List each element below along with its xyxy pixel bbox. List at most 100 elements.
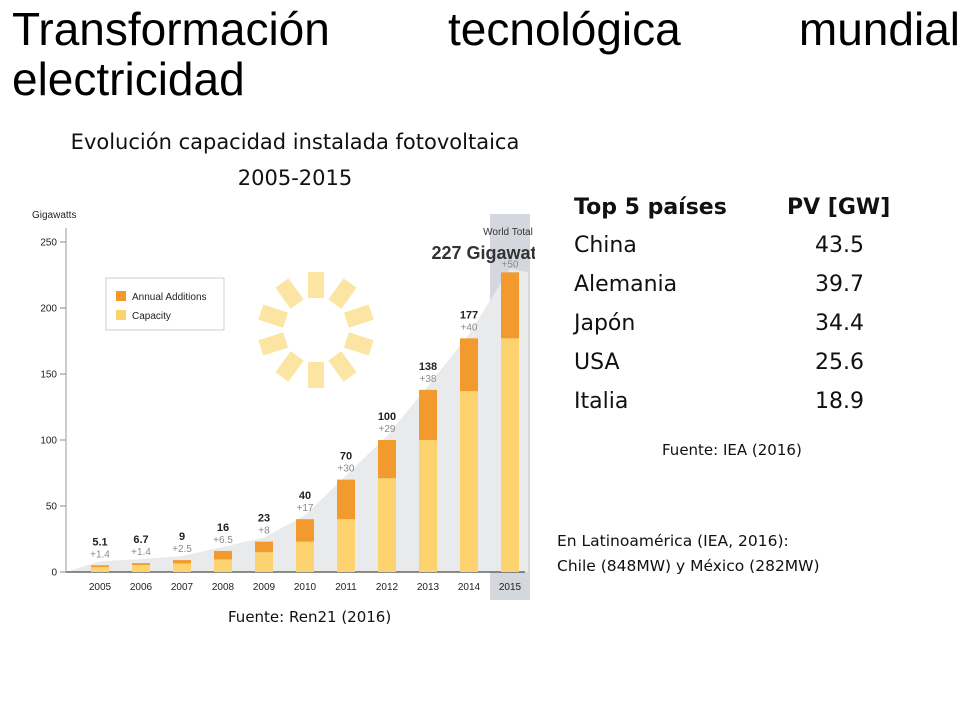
addition-data-label: +6.5 (213, 535, 233, 546)
sun-icon (258, 272, 374, 388)
legend-label-additions: Annual Additions (132, 292, 207, 303)
total-data-label: 6.7 (133, 534, 148, 546)
capacity-bar (173, 563, 191, 572)
x-tick-label: 2007 (171, 582, 194, 593)
pv-capacity-chart: Gigawatts05010015020025020055.1+1.420066… (32, 210, 535, 600)
chart-source-caption: Fuente: Ren21 (2016) (228, 608, 392, 626)
country-cell: China (574, 233, 637, 258)
chart-subtitle-line1: Evolución capacidad instalada fotovoltai… (70, 130, 520, 154)
x-tick-label: 2011 (335, 582, 357, 593)
addition-data-label: +1.4 (90, 549, 110, 560)
country-cell: Italia (574, 389, 629, 414)
y-tick-label: 200 (40, 304, 57, 315)
x-tick-label: 2014 (458, 582, 481, 593)
sun-ray (308, 362, 324, 388)
total-data-label: 16 (217, 522, 229, 534)
slide-title-line2: electricidad (12, 53, 245, 105)
pv-cell: 34.4 (815, 311, 864, 336)
table-row: Alemania 39.7 (574, 265, 915, 304)
table-row: USA 25.6 (574, 343, 915, 382)
latam-note: En Latinoamérica (IEA, 2016): Chile (848… (557, 529, 820, 579)
world-total-value: 227 Gigawatts (431, 243, 535, 263)
sun-ray (328, 351, 357, 382)
pv-cell: 43.5 (815, 233, 864, 258)
capacity-bar (132, 565, 150, 572)
x-tick-label: 2010 (294, 582, 317, 593)
additions-bar (460, 338, 478, 392)
sun-ray (343, 332, 374, 356)
total-data-label: 40 (299, 490, 311, 502)
legend-label-capacity: Capacity (132, 311, 171, 322)
country-cell: Alemania (574, 272, 678, 297)
addition-data-label: +2.5 (172, 544, 192, 555)
addition-data-label: +1.4 (131, 547, 151, 558)
additions-bar (501, 272, 519, 339)
chart-subtitle: Evolución capacidad instalada fotovoltai… (10, 124, 580, 196)
sun-ray (258, 304, 289, 328)
capacity-bar (419, 440, 437, 572)
sun-ray (275, 351, 304, 382)
slide-title: Transformación tecnológica mundial elect… (12, 4, 960, 104)
total-data-label: 5.1 (92, 536, 107, 548)
addition-data-label: +38 (420, 374, 437, 385)
additions-bar (419, 389, 437, 440)
y-tick-label: 100 (40, 436, 57, 447)
x-tick-label: 2005 (89, 582, 112, 593)
table-row: Japón 34.4 (574, 304, 915, 343)
addition-data-label: +30 (338, 464, 355, 475)
slide-title-line1: Transformación tecnológica mundial (12, 3, 960, 55)
total-data-label: 100 (378, 411, 396, 423)
y-tick-label: 250 (40, 238, 57, 249)
capacity-bar (91, 567, 109, 572)
pv-cell: 18.9 (815, 389, 864, 414)
capacity-bar (296, 541, 314, 572)
y-axis-unit-label: Gigawatts (32, 210, 76, 221)
iea-source-caption: Fuente: IEA (2016) (662, 441, 802, 459)
pv-cell: 39.7 (815, 272, 864, 297)
country-cell: Japón (574, 311, 636, 336)
sun-ray (343, 304, 374, 328)
additions-bar (132, 563, 150, 566)
total-data-label: 138 (419, 361, 437, 373)
additions-bar (337, 479, 355, 520)
chart-subtitle-line2: 2005-2015 (237, 166, 353, 190)
growth-area (66, 268, 528, 572)
y-tick-label: 150 (40, 370, 57, 381)
additions-bar (296, 519, 314, 542)
top5-countries-table: Top 5 países PV [GW] China 43.5 Alemania… (574, 188, 915, 421)
sun-ray (328, 278, 357, 309)
additions-bar (173, 560, 191, 564)
latam-note-line1: En Latinoamérica (IEA, 2016): (557, 532, 789, 550)
addition-data-label: +50 (502, 259, 519, 270)
capacity-bar (337, 519, 355, 572)
capacity-bar (460, 391, 478, 572)
table-row: Italia 18.9 (574, 382, 915, 421)
additions-bar (214, 550, 232, 560)
total-data-label: 70 (340, 451, 352, 463)
top5-header-country: Top 5 países (574, 194, 727, 220)
sun-ray (275, 278, 304, 309)
legend-box (105, 277, 225, 331)
top5-header-pv: PV [GW] (787, 194, 891, 220)
total-data-label: 177 (460, 309, 478, 321)
addition-data-label: +40 (461, 322, 478, 333)
sun-ray (258, 332, 289, 356)
country-cell: USA (574, 350, 620, 375)
capacity-bar (378, 478, 396, 572)
sun-ray (308, 272, 324, 298)
world-total-label: World Total (483, 227, 533, 238)
legend-swatch-additions (116, 291, 126, 301)
table-row: China 43.5 (574, 226, 915, 265)
y-tick-label: 0 (51, 568, 57, 579)
legend-swatch-capacity (116, 310, 126, 320)
x-tick-label: 2013 (417, 582, 440, 593)
additions-bar (378, 440, 396, 479)
capacity-bar (501, 338, 519, 572)
additions-bar (91, 565, 109, 568)
x-tick-label: 2012 (376, 582, 399, 593)
x-tick-label: 2015 (499, 582, 522, 593)
total-data-label: 9 (179, 531, 185, 543)
addition-data-label: +17 (297, 503, 314, 514)
capacity-bar (214, 559, 232, 572)
total-data-label: 23 (258, 513, 270, 525)
